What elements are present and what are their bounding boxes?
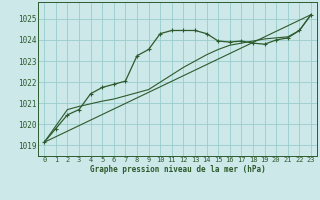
X-axis label: Graphe pression niveau de la mer (hPa): Graphe pression niveau de la mer (hPa) <box>90 165 266 174</box>
